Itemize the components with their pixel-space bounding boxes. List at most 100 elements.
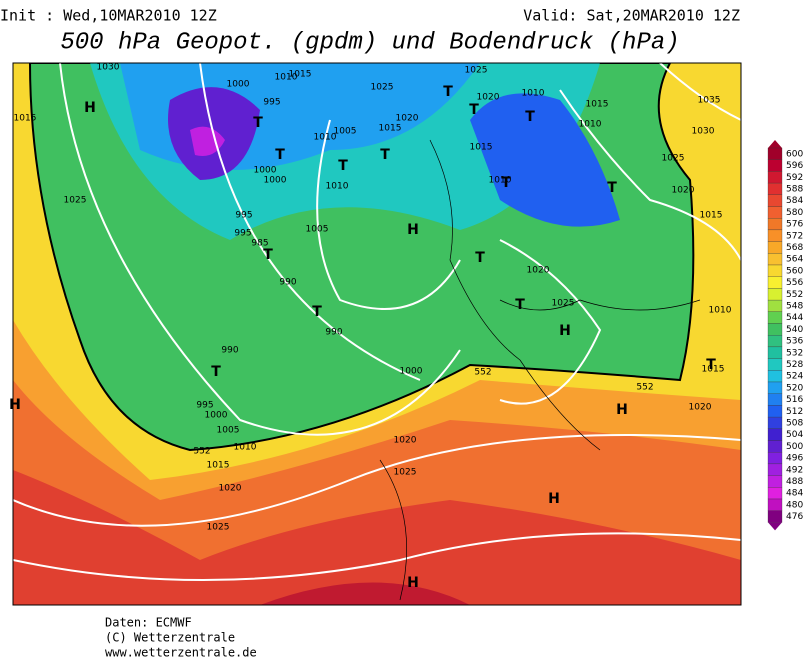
colorbar-label: 600 [786,149,803,159]
colorbar-label: 544 [786,313,803,323]
map-title: 500 hPa Geopot. (gpdm) und Bodendruck (h… [60,29,679,56]
colorbar-swatch [767,323,783,336]
isobar-label: 995 [196,401,213,411]
colorbar-swatch [767,405,783,418]
colorbar-swatch [767,264,783,277]
valid-label: Valid: Sat,20MAR2010 12Z [523,7,740,25]
colorbar-swatch [767,428,783,441]
isobar-label: 990 [325,328,342,338]
colorbar-swatch [767,346,783,359]
map-field [13,63,741,605]
isobar-label: 1010 [522,89,545,99]
colorbar-cap [768,522,782,531]
pressure-center: T [211,364,221,380]
colorbar-label: 484 [786,489,803,499]
colorbar-label: 504 [786,430,803,440]
isobar-label: 1010 [234,443,257,453]
isobar-label: 1025 [207,523,230,533]
colorbar-label: 580 [786,208,803,218]
colorbar-label: 572 [786,231,803,241]
pressure-center: T [380,147,390,163]
isobar-label: 1020 [219,484,242,494]
colorbar-swatch [767,147,783,160]
isobar-label: 1005 [334,127,357,137]
pressure-center: T [525,109,535,125]
colorbar-swatch [767,299,783,312]
pressure-center: T [515,297,525,313]
isobar-label: 1015 [207,461,230,471]
colorbar-label: 524 [786,372,803,382]
isobar-label: 552 [636,383,653,393]
isobar-label: 1000 [205,411,228,421]
colorbar-label: 588 [786,184,803,194]
pressure-center: T [312,304,322,320]
colorbar-label: 576 [786,220,803,230]
pressure-center: T [501,175,511,191]
pressure-center: H [407,222,419,238]
colorbar-swatch [767,358,783,371]
isobar-label: 1000 [254,166,277,176]
colorbar-swatch [767,393,783,406]
pressure-center: T [443,84,453,100]
isobar-label: 552 [474,368,491,378]
isobar-label: 990 [221,346,238,356]
colorbar-swatch [767,218,783,231]
colorbar-label: 592 [786,173,803,183]
isobar-label: 1000 [400,367,423,377]
colorbar-swatch [767,510,783,523]
colorbar-label: 488 [786,477,803,487]
isobar-label: 1020 [672,186,695,196]
colorbar-label: 552 [786,290,803,300]
isobar-label: 1025 [64,196,87,206]
isobar-label: 1010 [314,133,337,143]
isobar-label: 1000 [264,176,287,186]
pressure-center: H [9,397,21,413]
colorbar-label: 516 [786,395,803,405]
isobar-label: 1010 [579,120,602,130]
isobar-label: 995 [234,229,251,239]
colorbar-swatch [767,475,783,488]
footer-line: Daten: ECMWF [105,616,192,630]
colorbar-swatch [767,335,783,348]
isobar-label: 1000 [227,80,250,90]
footer-line: www.wetterzentrale.de [105,646,257,660]
isobar-label: 1030 [97,63,120,73]
colorbar-swatch [767,159,783,172]
isobar-label: 1020 [689,403,712,413]
colorbar-swatch [767,241,783,254]
isobar-label: 1015 [470,143,493,153]
colorbar-label: 536 [786,337,803,347]
colorbar-label: 596 [786,161,803,171]
isobar-label: 1015 [14,114,37,124]
isobar-label: 1025 [662,154,685,164]
isobar-label: 1005 [217,426,240,436]
isobar-label: 1015 [289,70,312,80]
colorbar-label: 508 [786,418,803,428]
pressure-center: H [559,323,571,339]
isobar-label: 1020 [527,266,550,276]
isobar-label: 990 [279,278,296,288]
colorbar-swatch [767,253,783,266]
pressure-center: H [9,397,21,413]
colorbar-label: 476 [786,512,803,522]
isobar-label: 1030 [692,127,715,137]
colorbar-swatch [767,487,783,500]
colorbar-label: 564 [786,255,803,265]
colorbar-swatch [767,171,783,184]
isobar-label: 1020 [394,436,417,446]
isobar-label: 1020 [396,114,419,124]
pressure-center: T [469,102,479,118]
pressure-center: T [253,115,263,131]
isobar-label: 995 [263,98,280,108]
pressure-center: T [263,247,273,263]
isobar-label: 552 [193,447,210,457]
pressure-center: H [548,491,560,507]
colorbar-label: 568 [786,243,803,253]
colorbar-swatch [767,440,783,453]
colorbar-label: 528 [786,360,803,370]
pressure-center: T [275,147,285,163]
colorbar-label: 532 [786,348,803,358]
colorbar-label: 584 [786,196,803,206]
colorbar-label: 556 [786,278,803,288]
